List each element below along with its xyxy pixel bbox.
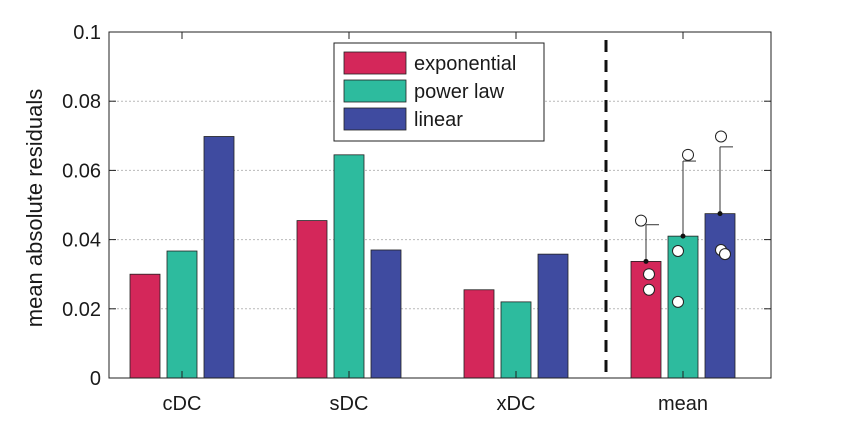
y-tick-label: 0 xyxy=(90,368,101,390)
y-tick-label: 0.06 xyxy=(62,160,101,182)
bar xyxy=(370,249,402,379)
bar xyxy=(296,220,328,379)
bar xyxy=(630,260,662,379)
bar xyxy=(667,235,699,379)
bar xyxy=(203,136,235,379)
data-point xyxy=(643,283,655,296)
y-tick-label: 0.08 xyxy=(62,91,101,113)
x-tick-label: cDC xyxy=(163,393,202,415)
y-tick-label: 0.04 xyxy=(62,230,101,252)
mean-points xyxy=(635,130,733,308)
bars xyxy=(129,136,736,379)
legend: exponential power law linear xyxy=(333,42,545,142)
x-tick-label: mean xyxy=(658,393,708,415)
plot-frame xyxy=(108,31,772,379)
data-point xyxy=(682,148,694,161)
mean-marker xyxy=(680,233,686,239)
data-point xyxy=(719,248,731,261)
legend-label: linear xyxy=(414,109,463,131)
y-tick-label: 0.02 xyxy=(62,299,101,321)
data-point xyxy=(635,214,647,227)
data-point xyxy=(643,268,655,281)
mean-marker xyxy=(643,258,649,264)
legend-label: exponential xyxy=(414,53,516,75)
bar xyxy=(333,154,365,379)
data-point xyxy=(672,245,684,258)
x-tick-label: sDC xyxy=(330,393,369,415)
bar xyxy=(537,253,569,379)
y-axis-label: mean absolute residuals xyxy=(22,89,47,327)
legend-swatch xyxy=(343,79,407,103)
legend-label: power law xyxy=(414,81,505,103)
mean-marker xyxy=(717,211,723,217)
bar xyxy=(463,289,495,379)
y-tick-label: 0.1 xyxy=(73,22,101,44)
data-point xyxy=(672,295,684,308)
bar xyxy=(500,301,532,379)
data-point xyxy=(715,130,727,143)
legend-swatch xyxy=(343,107,407,131)
legend-swatch xyxy=(343,51,407,75)
x-tick-label: xDC xyxy=(497,393,536,415)
bar xyxy=(129,273,161,379)
axes xyxy=(108,31,772,379)
bar xyxy=(704,213,736,379)
bar xyxy=(166,250,198,379)
y-ticks: 0 0.02 0.04 0.06 0.08 0.1 xyxy=(62,22,771,390)
x-ticks: cDC sDC xDC mean xyxy=(163,32,708,415)
